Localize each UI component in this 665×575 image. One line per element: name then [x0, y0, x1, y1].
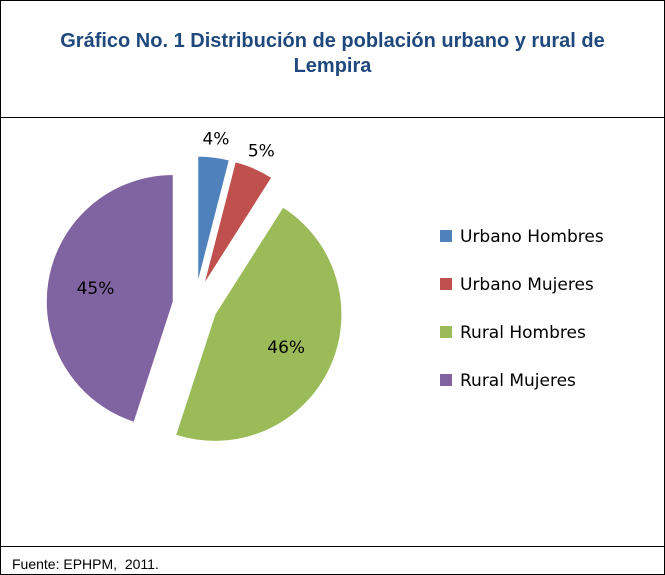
pie-slice [175, 206, 343, 442]
pie-slice [203, 161, 273, 286]
data-label: 45% [77, 279, 115, 299]
pie-slice [197, 155, 230, 284]
legend-swatch [440, 374, 452, 386]
legend-swatch [440, 326, 452, 338]
data-label: 46% [267, 338, 305, 358]
data-label: 4% [202, 129, 229, 149]
pie-slice [45, 174, 174, 423]
data-label: 5% [248, 142, 275, 162]
legend-label: Rural Mujeres [460, 371, 576, 391]
legend-label: Urbano Hombres [460, 227, 604, 247]
source-note: Fuente: EPHPM, 2011. [1, 546, 664, 574]
chart-title: Gráfico No. 1 Distribución de población … [1, 1, 664, 118]
legend-label: Urbano Mujeres [460, 275, 594, 295]
legend-label: Rural Hombres [460, 323, 586, 343]
legend-swatch [440, 230, 452, 242]
legend-swatch [440, 278, 452, 290]
